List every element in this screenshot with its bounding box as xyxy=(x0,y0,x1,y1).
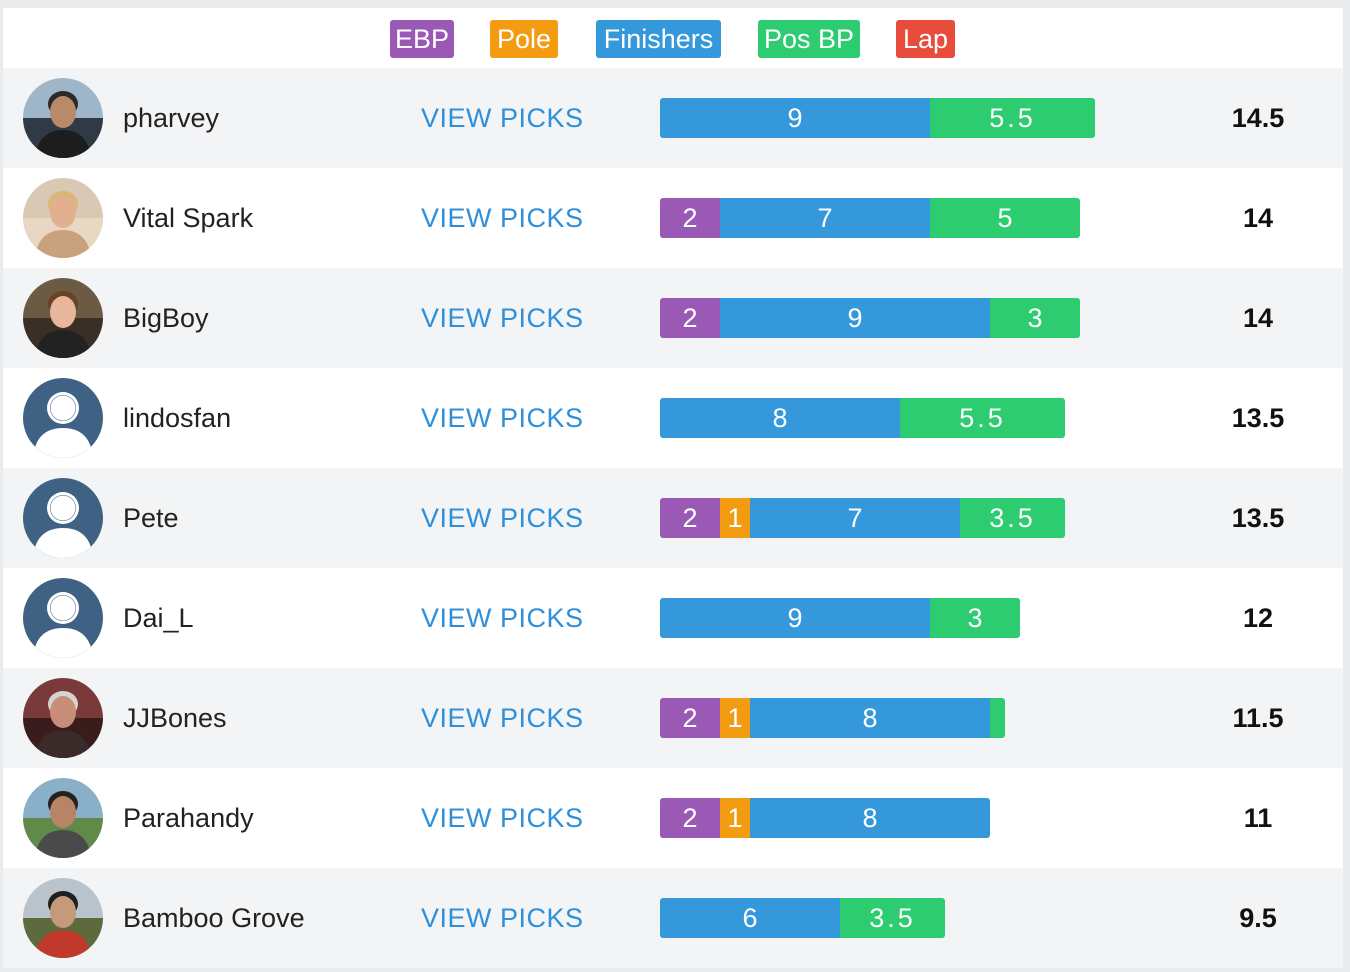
bar-segment-pos-bp: 5.5 xyxy=(900,398,1065,438)
bar-segment-ebp: 2 xyxy=(660,698,720,738)
user-photo-icon xyxy=(23,678,103,758)
avatar[interactable] xyxy=(23,178,103,258)
default-user-icon xyxy=(23,478,103,558)
bar-segment-pole: 1 xyxy=(720,698,750,738)
view-picks-link[interactable]: VIEW PICKS xyxy=(421,603,584,633)
points-bar: 2 1 7 3.5 xyxy=(660,498,1065,538)
avatar[interactable] xyxy=(23,478,103,558)
leaderboard-row: lindosfan VIEW PICKS 8 5.5 13.5 xyxy=(3,368,1343,468)
bar-segment-finishers: 8 xyxy=(750,798,990,838)
bar-segment-pos-bp: 5.5 xyxy=(930,98,1095,138)
bar-segment-pos-bp: 3.5 xyxy=(960,498,1065,538)
bar-segment-ebp: 2 xyxy=(660,498,720,538)
bar-segment-finishers: 8 xyxy=(750,698,990,738)
avatar[interactable] xyxy=(23,378,103,458)
view-picks-link[interactable]: VIEW PICKS xyxy=(421,403,584,433)
bar-segment-finishers: 8 xyxy=(660,398,900,438)
avatar[interactable] xyxy=(23,778,103,858)
user-photo-icon xyxy=(23,78,103,158)
bar-segment-pole: 1 xyxy=(720,498,750,538)
legend-finishers: Finishers xyxy=(596,20,721,58)
view-picks-link[interactable]: VIEW PICKS xyxy=(421,903,584,933)
username: Parahandy xyxy=(123,803,254,833)
avatar[interactable] xyxy=(23,678,103,758)
bar-segment-ebp: 2 xyxy=(660,798,720,838)
points-bar: 6 3.5 xyxy=(660,898,945,938)
points-bar: 9 5.5 xyxy=(660,98,1095,138)
user-photo-icon xyxy=(23,178,103,258)
leaderboard-row: BigBoy VIEW PICKS 2 9 3 14 xyxy=(3,268,1343,368)
bar-segment-pos-bp xyxy=(990,698,1005,738)
username: lindosfan xyxy=(123,403,232,433)
avatar[interactable] xyxy=(23,878,103,958)
leaderboard-row: Dai_L VIEW PICKS 9 3 12 xyxy=(3,568,1343,668)
total-points: 13.5 xyxy=(1231,503,1285,533)
total-points: 14.5 xyxy=(1231,103,1285,133)
total-points: 14 xyxy=(1242,303,1274,333)
bar-segment-pole: 1 xyxy=(720,798,750,838)
bar-segment-pos-bp: 3 xyxy=(990,298,1080,338)
leaderboard-panel: EBP Pole Finishers Pos BP Lap pharvey VIEW PI… xyxy=(3,8,1343,968)
points-legend: EBP Pole Finishers Pos BP Lap xyxy=(3,8,1343,68)
user-photo-icon xyxy=(23,778,103,858)
username: pharvey xyxy=(123,103,220,133)
bar-segment-finishers: 7 xyxy=(720,198,930,238)
avatar[interactable] xyxy=(23,78,103,158)
leaderboard-row: Bamboo Grove VIEW PICKS 6 3.5 9.5 xyxy=(3,868,1343,968)
avatar[interactable] xyxy=(23,578,103,658)
bar-segment-pos-bp: 5 xyxy=(930,198,1080,238)
username: Vital Spark xyxy=(123,203,254,233)
leaderboard-row: JJBones VIEW PICKS 2 1 8 11.5 xyxy=(3,668,1343,768)
username: BigBoy xyxy=(123,303,209,333)
bar-segment-finishers: 9 xyxy=(720,298,990,338)
legend-pole: Pole xyxy=(490,20,558,58)
total-points: 13.5 xyxy=(1231,403,1285,433)
default-user-icon xyxy=(23,378,103,458)
bar-segment-pos-bp: 3 xyxy=(930,598,1020,638)
leaderboard-row: Pete VIEW PICKS 2 1 7 3.5 13.5 xyxy=(3,468,1343,568)
bar-segment-ebp: 2 xyxy=(660,198,720,238)
legend-ebp: EBP xyxy=(390,20,454,58)
avatar[interactable] xyxy=(23,278,103,358)
view-picks-link[interactable]: VIEW PICKS xyxy=(421,303,584,333)
bar-segment-finishers: 9 xyxy=(660,598,930,638)
username: Pete xyxy=(123,503,179,533)
total-points: 12 xyxy=(1242,603,1274,633)
user-photo-icon xyxy=(23,278,103,358)
view-picks-link[interactable]: VIEW PICKS xyxy=(421,203,584,233)
legend-lap: Lap xyxy=(896,20,955,58)
leaderboard-row: Vital Spark VIEW PICKS 2 7 5 14 xyxy=(3,168,1343,268)
view-picks-link[interactable]: VIEW PICKS xyxy=(421,503,584,533)
view-picks-link[interactable]: VIEW PICKS xyxy=(421,103,584,133)
total-points: 14 xyxy=(1242,203,1274,233)
bar-segment-pos-bp: 3.5 xyxy=(840,898,945,938)
username: Bamboo Grove xyxy=(123,903,305,933)
bar-segment-finishers: 9 xyxy=(660,98,930,138)
total-points: 11.5 xyxy=(1232,703,1284,733)
leaderboard-row: Parahandy VIEW PICKS 2 1 8 11 xyxy=(3,768,1343,868)
total-points: 11 xyxy=(1243,803,1273,833)
points-bar: 8 5.5 xyxy=(660,398,1065,438)
bar-segment-finishers: 6 xyxy=(660,898,840,938)
leaderboard-row: pharvey VIEW PICKS 9 5.5 14.5 xyxy=(3,68,1343,168)
view-picks-link[interactable]: VIEW PICKS xyxy=(421,803,584,833)
view-picks-link[interactable]: VIEW PICKS xyxy=(421,703,584,733)
bar-segment-ebp: 2 xyxy=(660,298,720,338)
total-points: 9.5 xyxy=(1239,903,1277,933)
username: Dai_L xyxy=(123,603,194,633)
leaderboard-list: pharvey VIEW PICKS 9 5.5 14.5 Vital Spark VIEW… xyxy=(3,68,1343,968)
legend-pos-bp: Pos BP xyxy=(758,20,860,58)
user-photo-icon xyxy=(23,878,103,958)
default-user-icon xyxy=(23,578,103,658)
bar-segment-finishers: 7 xyxy=(750,498,960,538)
username: JJBones xyxy=(123,703,227,733)
